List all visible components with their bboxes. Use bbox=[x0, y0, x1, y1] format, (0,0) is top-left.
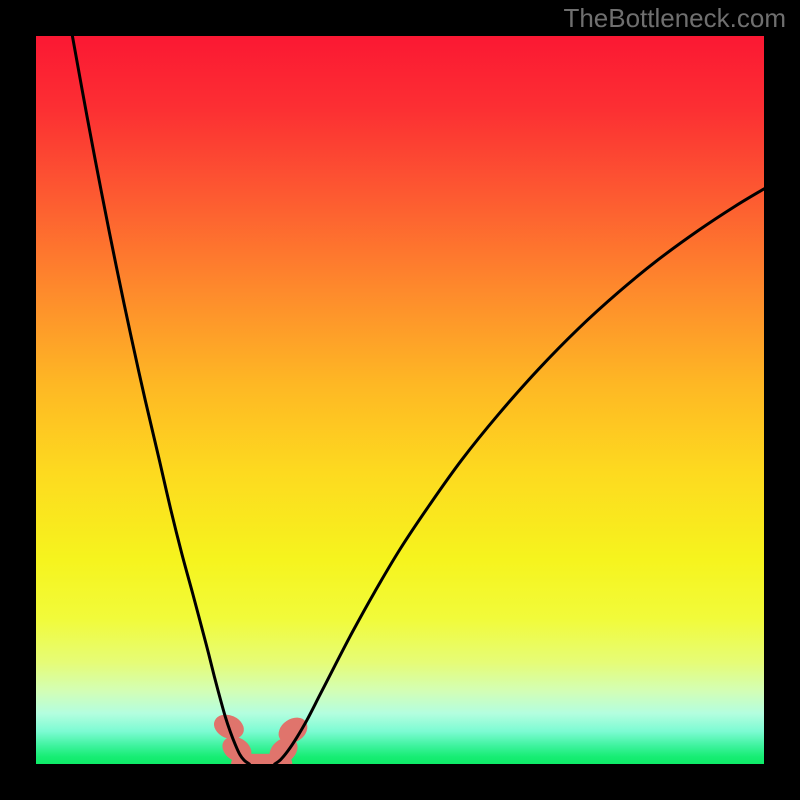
watermark-text: TheBottleneck.com bbox=[563, 3, 786, 34]
chart-svg bbox=[36, 36, 764, 764]
plot-area bbox=[36, 36, 764, 764]
